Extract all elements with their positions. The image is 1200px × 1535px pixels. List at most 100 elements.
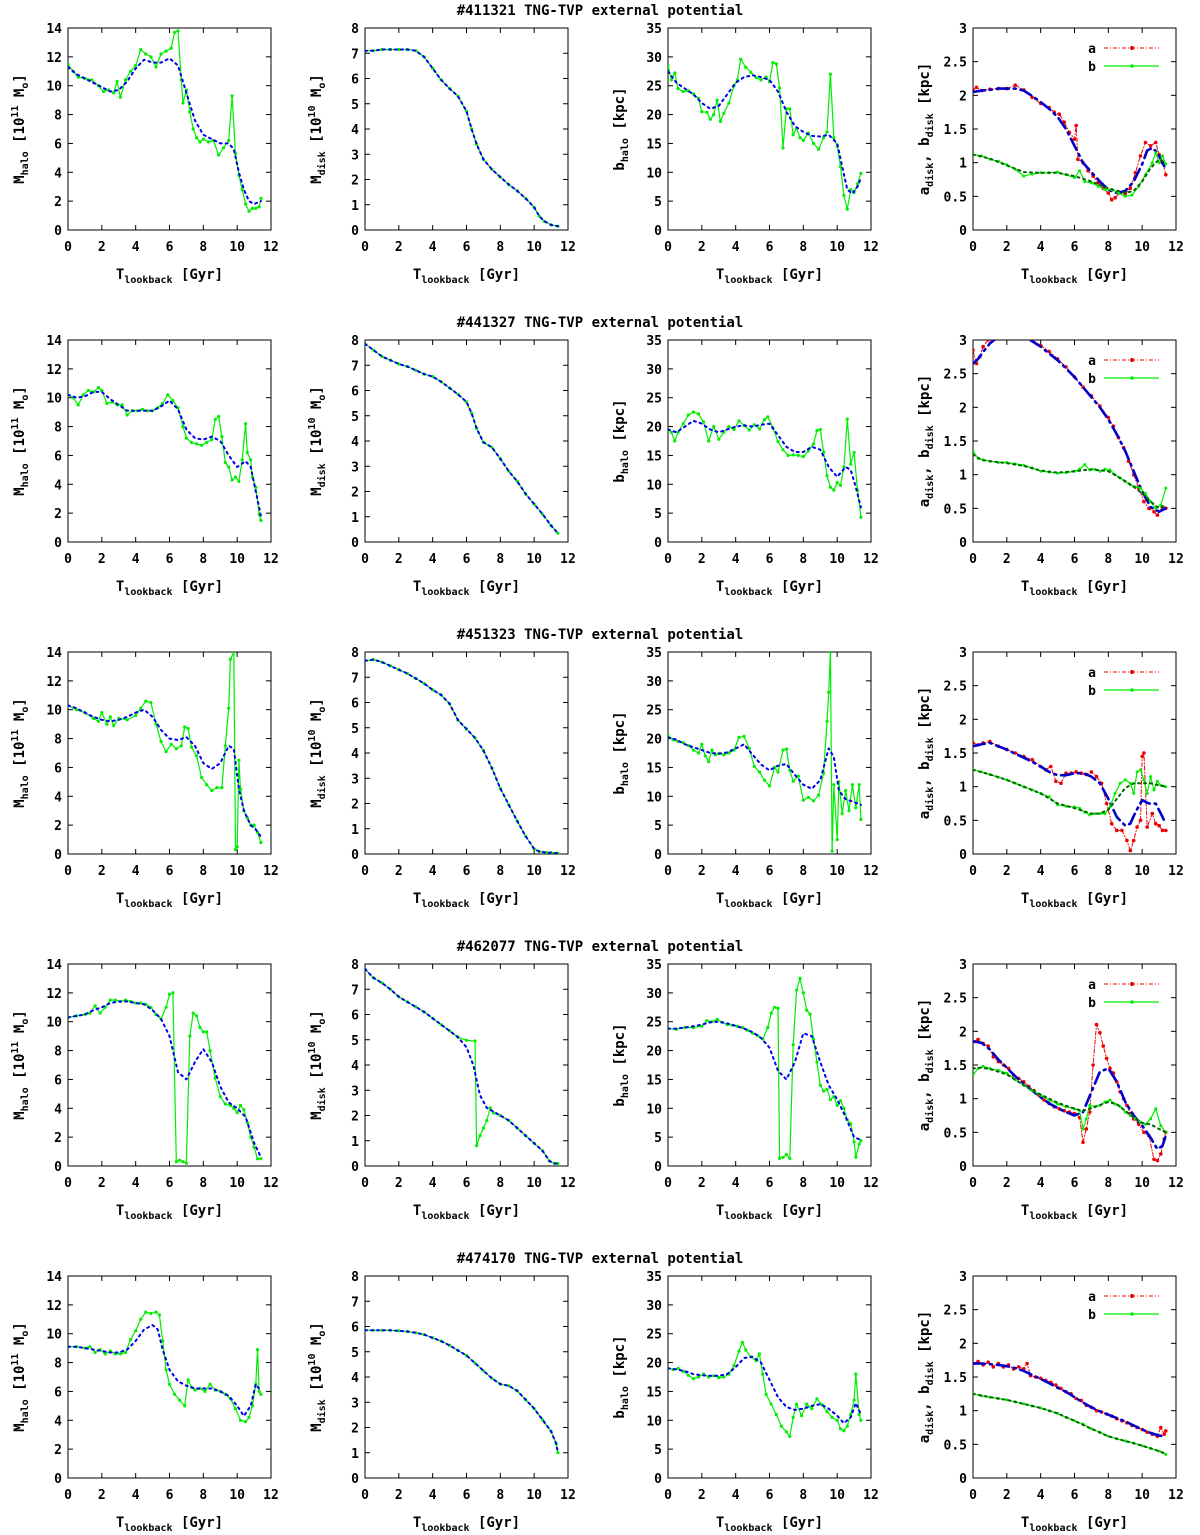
plot-frame	[67, 651, 272, 855]
series-a-point	[1054, 1383, 1058, 1387]
series-b-point	[1139, 486, 1142, 490]
data-point	[139, 48, 143, 52]
data-point	[801, 138, 805, 143]
y-tick-label: 0	[351, 848, 359, 863]
data-point	[707, 760, 711, 764]
series-a-point	[973, 348, 975, 352]
data-point	[259, 840, 263, 845]
data-point	[213, 417, 217, 421]
panel-ab: 0 2 4 6 8 10 12 0 0.5 1 1.5 2 2.5 3 Tlookback [Gyr] adi…	[917, 22, 1184, 286]
data-point	[205, 1030, 209, 1034]
series-b-point	[1159, 503, 1163, 507]
panel-bhalo: 0 2 4 6 8 10 12 0 5 10 15 20 25 30 35 Tlookback [Gyr] bh…	[612, 22, 879, 286]
fit-series-line	[668, 736, 862, 806]
panel-bhalo: 0 2 4 6 8 10 12 0 5 10 15 20 25 30 35 Tlookback [Gyr] bh…	[612, 646, 879, 910]
series-a-point	[1047, 349, 1051, 354]
x-tick-label: 2	[1003, 1488, 1011, 1503]
x-tick-label: 10	[229, 552, 245, 567]
data-series-line	[365, 968, 559, 1165]
series-a-point	[1138, 818, 1143, 823]
series-b-point	[1108, 1098, 1112, 1102]
data-point	[855, 182, 860, 186]
data-point	[798, 136, 802, 140]
y-tick-label: 35	[646, 334, 662, 349]
series-b-point	[1113, 791, 1117, 795]
data-point	[825, 130, 829, 134]
x-tick-label: 8	[1104, 552, 1112, 567]
data-point	[705, 1019, 709, 1023]
x-tick-label: 2	[98, 240, 106, 255]
series-a-point	[997, 332, 1001, 336]
y-tick-label: 1	[351, 1447, 359, 1462]
data-point	[732, 748, 736, 752]
data-point	[845, 207, 849, 211]
data-point	[842, 1429, 846, 1433]
data-point	[134, 63, 138, 68]
x-tick-label: 12	[1168, 552, 1184, 567]
y-tick-label: 3	[959, 958, 967, 973]
data-point	[492, 1111, 496, 1115]
x-tick-label: 6	[166, 1488, 174, 1503]
y-tick-label: 0	[54, 536, 62, 551]
data-point	[181, 101, 185, 105]
data-series-line	[365, 1329, 559, 1454]
y-tick-label: 2	[351, 1110, 359, 1125]
series-b-point	[1161, 154, 1164, 158]
x-tick-label: 12	[560, 552, 576, 567]
x-tick-label: 2	[1003, 240, 1011, 255]
series-b-point	[1135, 770, 1139, 774]
x-tick-label: 6	[463, 552, 471, 567]
x-tick-label: 8	[496, 864, 504, 879]
y-tick-label: 7	[351, 983, 359, 998]
data-point	[715, 98, 719, 102]
y-tick-label: 15	[646, 137, 662, 152]
legend-label-a: a	[1088, 42, 1096, 57]
data-point	[815, 1397, 819, 1401]
data-point	[805, 1402, 809, 1406]
y-tick-label: 0	[654, 1472, 662, 1487]
x-tick-label: 8	[496, 1488, 504, 1503]
y-axis-label: bhalo [kpc]	[612, 711, 631, 794]
y-tick-label: 2.5	[944, 368, 967, 383]
legend-marker-b	[1130, 64, 1134, 68]
data-point	[76, 403, 80, 407]
data-point	[668, 63, 670, 68]
legend: ab	[1088, 666, 1159, 699]
panel-mhalo: 0 2 4 6 8 10 12 0 2 4 6 8 10 12 14 Tlookback [Gyr] Mhalo…	[10, 1270, 279, 1534]
series-b-point	[1150, 161, 1154, 165]
data-point	[149, 55, 153, 59]
data-point	[825, 1087, 829, 1091]
y-tick-label: 3	[351, 148, 359, 163]
series-b-point	[1022, 174, 1026, 178]
y-tick-label: 12	[46, 363, 62, 378]
y-tick-label: 4	[351, 1371, 359, 1386]
data-point	[230, 94, 234, 98]
data-point	[727, 101, 731, 105]
x-tick-label: 0	[361, 864, 369, 879]
x-tick-label: 4	[429, 1488, 437, 1503]
y-tick-label: 8	[54, 733, 62, 748]
x-tick-label: 10	[526, 552, 542, 567]
series-b-point	[1123, 778, 1127, 782]
x-tick-label: 8	[496, 552, 504, 567]
data-point	[727, 425, 731, 429]
y-tick-label: 0	[959, 1160, 967, 1175]
fit-series-line	[68, 1000, 262, 1159]
x-tick-label: 4	[132, 552, 140, 567]
data-point	[842, 1106, 846, 1110]
data-point	[244, 202, 248, 206]
y-tick-label: 10	[646, 1414, 662, 1429]
y-tick-label: 10	[646, 1102, 662, 1117]
y-axis-label: Mhalo [1011 Mo]	[10, 386, 31, 496]
data-point	[795, 988, 799, 992]
x-tick-label: 12	[263, 240, 279, 255]
series-b-point	[1145, 791, 1149, 795]
data-point	[201, 137, 205, 141]
data-point	[188, 110, 192, 114]
data-point	[835, 481, 839, 485]
panel-mhalo: 0 2 4 6 8 10 12 0 2 4 6 8 10 12 14 Tlookback [Gyr] Mhalo…	[10, 646, 279, 910]
series-a-point	[1162, 1432, 1166, 1436]
data-point	[825, 1410, 829, 1414]
legend-marker-b	[1130, 376, 1134, 380]
